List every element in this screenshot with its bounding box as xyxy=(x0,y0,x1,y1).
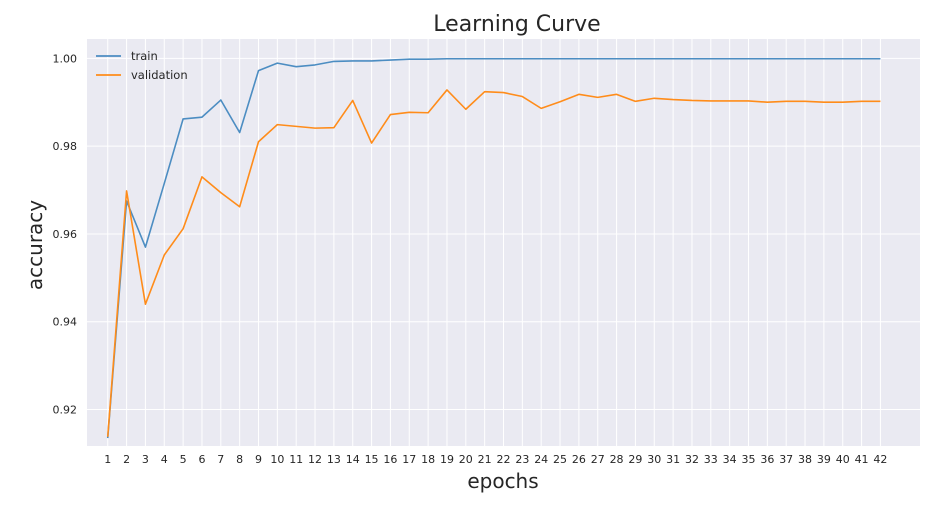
chart-title: Learning Curve xyxy=(433,12,600,37)
x-tick-label: 11 xyxy=(289,453,303,466)
x-tick-label: 10 xyxy=(270,453,284,466)
y-axis-label: accuracy xyxy=(23,200,47,290)
series-line-validation xyxy=(106,89,881,437)
y-tick-label: 0.98 xyxy=(53,140,78,153)
x-tick-label: 6 xyxy=(198,453,205,466)
x-tick-label: 31 xyxy=(666,453,680,466)
x-tick-label: 15 xyxy=(365,453,379,466)
x-tick-label: 16 xyxy=(383,453,397,466)
x-tick-label: 14 xyxy=(346,453,360,466)
x-tick-label: 30 xyxy=(647,453,661,466)
x-tick-label: 1 xyxy=(104,453,111,466)
x-tick-label: 29 xyxy=(628,453,642,466)
x-tick-label: 38 xyxy=(798,453,812,466)
x-tick-label: 7 xyxy=(217,453,224,466)
x-tick-label: 42 xyxy=(873,453,887,466)
x-tick-label: 41 xyxy=(855,453,869,466)
x-tick-label: 40 xyxy=(836,453,850,466)
x-tick-label: 34 xyxy=(723,453,737,466)
legend: train validation xyxy=(96,49,188,82)
y-tick-label: 0.94 xyxy=(53,316,78,329)
x-tick-label: 27 xyxy=(591,453,605,466)
y-tick-label: 1.00 xyxy=(53,52,78,65)
y-tick-label: 0.96 xyxy=(53,228,78,241)
x-tick-label: 13 xyxy=(327,453,341,466)
y-tick-label: 0.92 xyxy=(53,404,78,417)
x-tick-label: 8 xyxy=(236,453,243,466)
x-tick-label: 32 xyxy=(685,453,699,466)
y-tick-labels: 0.92 0.94 0.96 0.98 1.00 xyxy=(53,52,78,416)
legend-label-train: train xyxy=(131,49,158,63)
x-tick-label: 19 xyxy=(440,453,454,466)
x-tick-label: 21 xyxy=(478,453,492,466)
x-tick-label: 37 xyxy=(779,453,793,466)
x-tick-label: 25 xyxy=(553,453,567,466)
x-tick-label: 12 xyxy=(308,453,322,466)
x-gridlines xyxy=(107,39,881,446)
x-tick-label: 26 xyxy=(572,453,586,466)
x-tick-label: 23 xyxy=(515,453,529,466)
x-tick-label: 18 xyxy=(421,453,435,466)
x-tick-label: 39 xyxy=(817,453,831,466)
x-tick-label: 2 xyxy=(123,453,130,466)
x-tick-label: 28 xyxy=(610,453,624,466)
series-lines xyxy=(106,57,881,439)
x-tick-label: 33 xyxy=(704,453,718,466)
x-tick-label: 5 xyxy=(180,453,187,466)
x-tick-label: 17 xyxy=(402,453,416,466)
x-tick-label: 24 xyxy=(534,453,548,466)
x-tick-label: 3 xyxy=(142,453,149,466)
x-tick-label: 22 xyxy=(497,453,511,466)
x-tick-labels: 1 2 3 4 5 6 7 8 9 10 11 12 13 14 15 16 17 18 19 20 21 22 23 24 2… xyxy=(104,453,887,466)
series-line-train xyxy=(106,57,881,439)
x-axis-label: epochs xyxy=(467,469,538,493)
legend-label-validation: validation xyxy=(131,68,188,82)
x-tick-label: 4 xyxy=(161,453,168,466)
x-tick-label: 36 xyxy=(760,453,774,466)
x-tick-label: 9 xyxy=(255,453,262,466)
x-tick-label: 20 xyxy=(459,453,473,466)
x-tick-label: 35 xyxy=(742,453,756,466)
